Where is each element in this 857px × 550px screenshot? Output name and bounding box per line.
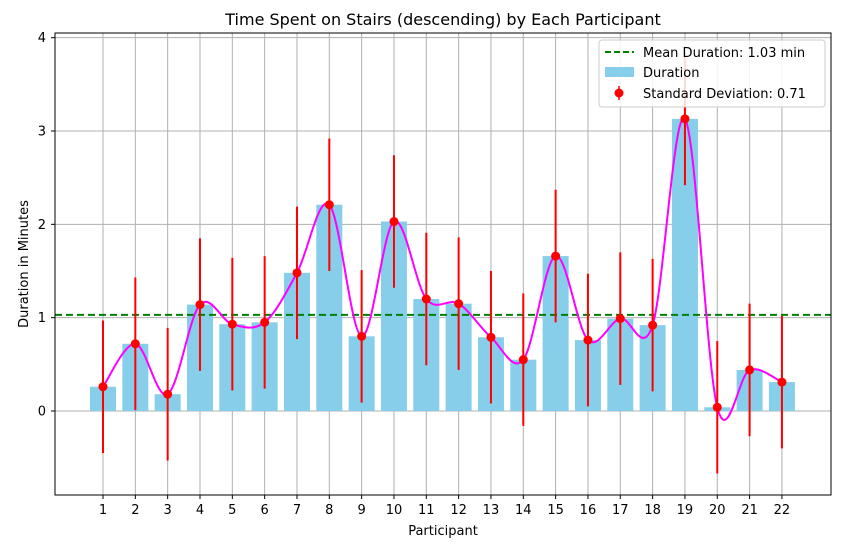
legend-duration-label: Duration	[643, 66, 699, 81]
legend: Mean Duration: 1.03 min Duration Standar…	[598, 39, 826, 108]
data-point	[680, 114, 690, 124]
x-tick-label: 16	[580, 503, 597, 518]
x-axis: 1 2 3 4 5 6 7 8 9 10 11 12 13 14 15 16 17 18 19 20 21 22	[99, 495, 790, 518]
x-tick-label: 8	[325, 503, 333, 518]
x-tick-label: 13	[483, 503, 500, 518]
bars	[90, 118, 795, 411]
x-tick-label: 12	[450, 503, 467, 518]
data-point	[324, 200, 334, 210]
x-tick-label: 17	[612, 503, 629, 518]
plot-frame	[54, 32, 832, 496]
data-point	[551, 251, 561, 261]
legend-duration-swatch	[605, 67, 634, 77]
data-point	[421, 294, 431, 304]
y-tick-label: 3	[38, 125, 46, 140]
x-tick-label: 21	[741, 503, 758, 518]
y-axis-label: Duration in Minutes	[17, 200, 32, 328]
data-point	[454, 299, 464, 309]
y-tick-label: 2	[38, 218, 46, 233]
y-tick-label: 0	[38, 405, 46, 420]
legend-sd-label: Standard Deviation: 0.71	[643, 87, 806, 102]
x-tick-label: 5	[228, 503, 236, 518]
x-tick-label: 7	[293, 503, 301, 518]
legend-box	[598, 39, 826, 108]
data-point	[357, 331, 367, 341]
x-tick-label: 18	[644, 503, 661, 518]
x-tick-label: 11	[418, 503, 435, 518]
x-tick-label: 2	[131, 503, 139, 518]
data-point	[518, 355, 528, 365]
x-tick-label: 19	[677, 503, 694, 518]
data-point	[777, 377, 787, 387]
x-tick-label: 20	[709, 503, 726, 518]
y-tick-label: 4	[38, 31, 46, 46]
x-tick-label: 22	[774, 503, 791, 518]
x-tick-label: 1	[99, 503, 107, 518]
x-tick-label: 4	[196, 503, 204, 518]
data-point	[260, 317, 270, 327]
data-point	[648, 320, 658, 330]
chart-title: Time Spent on Stairs (descending) by Eac…	[224, 10, 660, 29]
data-point	[745, 365, 755, 375]
data-point	[615, 314, 625, 324]
data-point	[130, 339, 140, 349]
error-points	[98, 114, 787, 412]
data-point	[486, 332, 496, 342]
data-point	[583, 335, 593, 345]
x-tick-label: 14	[515, 503, 532, 518]
data-point	[389, 217, 399, 227]
x-tick-label: 6	[261, 503, 269, 518]
x-axis-label: Participant	[408, 524, 478, 539]
legend-mean-label: Mean Duration: 1.03 min	[643, 46, 805, 61]
data-point	[195, 300, 205, 310]
data-point	[163, 389, 173, 399]
data-point	[712, 402, 722, 412]
y-tick-label: 1	[38, 311, 46, 326]
legend-sd-swatch-point	[614, 88, 624, 98]
x-tick-label: 15	[547, 503, 564, 518]
y-axis: 0 1 2 3 4	[38, 31, 55, 420]
x-tick-label: 9	[357, 503, 365, 518]
data-point	[292, 268, 302, 278]
x-tick-label: 10	[386, 503, 403, 518]
data-point	[227, 319, 237, 329]
data-point	[98, 382, 108, 392]
x-tick-label: 3	[164, 503, 172, 518]
